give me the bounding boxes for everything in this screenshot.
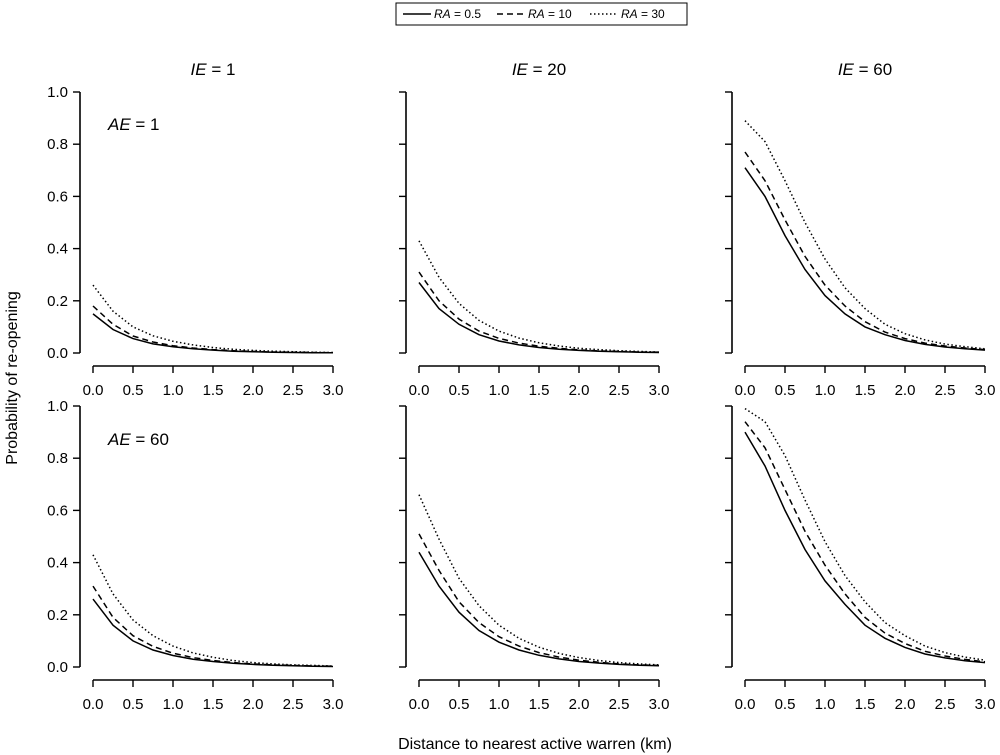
- y-tick-label: 0.8: [47, 450, 68, 467]
- series-line-solid: [744, 431, 986, 664]
- panel-1-2: 0.0 0.5 1.0 1.5 2.0 2.5 3.0: [399, 91, 670, 399]
- x-tick-label: 1.0: [163, 696, 184, 713]
- series-line-solid: [92, 598, 334, 668]
- panels: 0.00.20.40.60.81.00.0 0.5 1.0 1.5 2.0 2.5 3.0 0…: [47, 84, 995, 713]
- series-line-dotted: [418, 240, 660, 353]
- panel-1-1: 0.0 0.2 0.4 0.6 0.8 1.0 0.0 0.5 1.0 1.5 2.0 2.5 3.0: [47, 84, 343, 399]
- x-tick-label: 3.0: [649, 382, 670, 399]
- legend-entry-ra-10: RA = 10: [528, 7, 572, 21]
- y-axis-title: Probability of re-opening: [4, 291, 21, 464]
- series-line-dashed: [92, 305, 334, 354]
- x-tick-label: 0.0: [409, 382, 430, 399]
- x-tick-label: 1.0: [815, 382, 836, 399]
- x-tick-label: 3.0: [323, 696, 344, 713]
- y-tick-label: 0.6: [47, 502, 68, 519]
- legend-entry-ra-05: RA = 0.5: [434, 7, 481, 21]
- y-tick-label: 0.2: [47, 607, 68, 624]
- x-tick-label: 0.5: [123, 382, 144, 399]
- series-line-dotted: [92, 284, 334, 354]
- x-tick-label: 1.0: [815, 696, 836, 713]
- series-line-dashed: [744, 421, 986, 663]
- y-tick-label: 0.4: [47, 555, 68, 572]
- series-line-dashed: [418, 271, 660, 353]
- x-tick-label: 1.0: [163, 382, 184, 399]
- x-tick-label: 2.0: [569, 696, 590, 713]
- x-tick-label: 1.0: [489, 382, 510, 399]
- x-axis-title: Distance to nearest active warren (km): [398, 736, 672, 753]
- x-tick-label: 1.5: [855, 382, 876, 399]
- series-line-solid: [418, 551, 660, 667]
- panel-1-3: 0.0 0.5 1.0 1.5 2.0 2.5 3.0: [725, 91, 996, 399]
- series-line-solid: [744, 167, 986, 351]
- row-title-ae-1: AE = 1: [107, 115, 160, 134]
- x-tick-label: 2.5: [935, 382, 956, 399]
- series-line-dashed: [744, 151, 986, 351]
- x-tick-label: 1.5: [529, 696, 550, 713]
- x-tick-label: 2.0: [895, 696, 916, 713]
- x-tick-label: 2.5: [609, 382, 630, 399]
- series-line-dotted: [418, 494, 660, 666]
- x-tick-label: 3.0: [975, 382, 996, 399]
- column-title-ie-60: IE = 60: [838, 60, 892, 79]
- y-tick-label: 0.8: [47, 136, 68, 153]
- x-tick-label: 2.0: [243, 382, 264, 399]
- x-tick-label: 2.0: [243, 696, 264, 713]
- x-tick-label: 1.5: [855, 696, 876, 713]
- x-tick-label: 0.0: [735, 696, 756, 713]
- x-tick-label: 2.0: [895, 382, 916, 399]
- x-tick-label: 0.5: [123, 696, 144, 713]
- x-tick-label: 0.0: [735, 382, 756, 399]
- x-tick-label: 2.5: [935, 696, 956, 713]
- panel-2-3: 0.0 0.5 1.0 1.5 2.0 2.5 3.0: [725, 405, 996, 713]
- x-tick-label: 1.5: [203, 696, 224, 713]
- x-tick-label: 2.5: [283, 696, 304, 713]
- series-line-dotted: [92, 554, 334, 667]
- x-tick-label: 3.0: [649, 696, 670, 713]
- x-tick-label: 0.0: [409, 696, 430, 713]
- series-line-dashed: [418, 533, 660, 667]
- column-title-ie-1: IE = 1: [191, 60, 236, 79]
- y-tick-label: 0.2: [47, 293, 68, 310]
- column-title-ie-20: IE = 20: [512, 60, 566, 79]
- row-title-ae-60: AE = 60: [107, 430, 169, 449]
- x-tick-label: 1.0: [489, 696, 510, 713]
- y-tick-label: 1.0: [47, 398, 68, 415]
- x-tick-label: 0.0: [83, 696, 104, 713]
- x-tick-label: 3.0: [323, 382, 344, 399]
- x-tick-label: 3.0: [975, 696, 996, 713]
- series-line-solid: [418, 282, 660, 354]
- y-tick-label: 0.6: [47, 188, 68, 205]
- series-line-dashed: [92, 585, 334, 667]
- x-tick-label: 0.5: [449, 382, 470, 399]
- y-tick-label: 0.0: [47, 659, 68, 676]
- series-line-dotted: [744, 407, 986, 661]
- x-tick-label: 1.5: [203, 382, 224, 399]
- x-tick-label: 1.5: [529, 382, 550, 399]
- x-tick-label: 0.5: [775, 696, 796, 713]
- legend: RA = 0.5 RA = 10 RA = 30: [395, 2, 688, 26]
- x-tick-label: 2.5: [283, 382, 304, 399]
- legend-entry-ra-30: RA = 30: [621, 7, 665, 21]
- series-line-dotted: [744, 120, 986, 350]
- panel-2-1: 0.0 0.2 0.4 0.6 0.8 1.0 0.0 0.5 1.0 1.5 2.0 2.5 3.0: [47, 398, 343, 713]
- legend-box: [395, 2, 688, 26]
- x-tick-label: 2.0: [569, 382, 590, 399]
- y-tick-label: 0.4: [47, 241, 68, 258]
- x-tick-label: 0.5: [449, 696, 470, 713]
- x-tick-label: 0.0: [83, 382, 104, 399]
- x-tick-label: 2.5: [609, 696, 630, 713]
- y-tick-label: 1.0: [47, 84, 68, 101]
- panel-2-2: 0.0 0.5 1.0 1.5 2.0 2.5 3.0: [399, 405, 670, 713]
- y-tick-label: 0.0: [47, 345, 68, 362]
- x-tick-label: 0.5: [775, 382, 796, 399]
